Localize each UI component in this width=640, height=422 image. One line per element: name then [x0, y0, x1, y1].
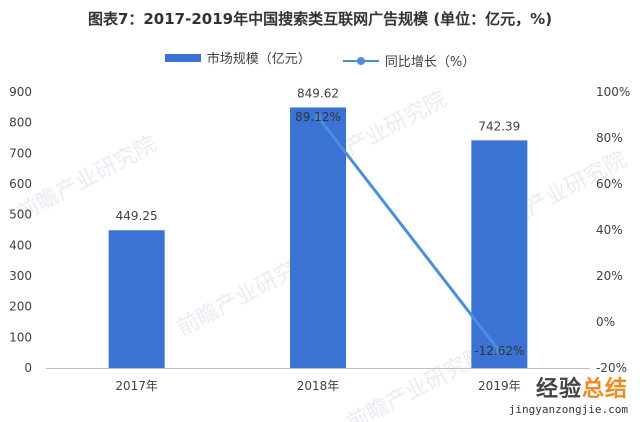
site-watermark: 经验总结 jingyanzongjie.com: [509, 371, 628, 416]
site-brand-main: 经验: [535, 377, 582, 402]
right-axis-tick-label: 80%: [596, 131, 623, 145]
right-axis-tick-label: 100%: [596, 85, 630, 99]
legend-bar-swatch: [164, 53, 201, 62]
chart-title: 图表7：2017-2019年中国搜索类互联网广告规模 (单位：亿元，%): [87, 10, 553, 28]
line-series: 89.12% -12.62%: [295, 110, 524, 358]
bar-value-label: 742.39: [478, 119, 520, 133]
site-url: jingyanzongjie.com: [508, 403, 628, 416]
chart-legend: 市场规模（亿元） 同比增长（%）: [0, 48, 640, 70]
bar-value-label: 449.25: [116, 209, 158, 223]
legend-label-market-size: 市场规模（亿元）: [206, 52, 311, 67]
site-brand: 经验总结: [509, 371, 628, 403]
bar: [108, 230, 165, 368]
legend-label-growth: 同比增长（%）: [384, 55, 476, 70]
left-axis-tick-label: 100: [9, 330, 32, 344]
right-axis-tick-label: 20%: [596, 269, 623, 283]
left-y-axis: 0 100 200 300 400 500 600 700 800 900: [9, 85, 32, 375]
left-axis-tick-label: 900: [9, 85, 32, 99]
left-axis-tick-label: 200: [9, 300, 32, 314]
legend-item-market-size: 市场规模（亿元）: [164, 48, 311, 67]
x-axis-tick-label: 2017年: [115, 379, 158, 393]
bar: [471, 140, 528, 368]
right-axis-tick-label: 60%: [596, 177, 623, 191]
left-axis-tick-label: 700: [9, 146, 32, 160]
left-axis-tick-label: 600: [9, 177, 32, 191]
left-axis-tick-label: 800: [9, 116, 32, 130]
left-axis-tick-label: 500: [9, 208, 32, 222]
site-brand-accent: 总结: [581, 377, 628, 402]
growth-line: [316, 116, 501, 352]
right-axis-tick-label: 0%: [596, 315, 615, 329]
x-axis: 2017年 2018年 2019年: [46, 368, 590, 393]
growth-value-label: -12.62%: [474, 344, 524, 358]
bar: [290, 107, 346, 369]
x-axis-tick-label: 2018年: [297, 379, 340, 393]
right-axis-tick-label: -20%: [596, 361, 627, 375]
right-y-axis: -20% 0% 20% 40% 60% 80% 100%: [596, 85, 630, 375]
left-axis-tick-label: 0: [24, 361, 32, 375]
right-axis-tick-label: 40%: [596, 223, 623, 237]
x-axis-tick-label: 2019年: [478, 379, 521, 393]
bar-series: 449.25 849.62 742.39: [108, 86, 528, 369]
legend-item-growth: 同比增长（%）: [342, 51, 476, 70]
left-axis-tick-label: 300: [9, 269, 32, 283]
watermark-text: 前瞻产业研究院: [343, 342, 491, 422]
left-axis-tick-label: 400: [9, 238, 32, 252]
growth-point: [495, 347, 503, 355]
growth-point: [314, 113, 322, 121]
bar-value-label: 849.62: [297, 86, 339, 100]
growth-value-label: 89.12%: [295, 110, 341, 124]
legend-line-swatch: [342, 56, 379, 65]
